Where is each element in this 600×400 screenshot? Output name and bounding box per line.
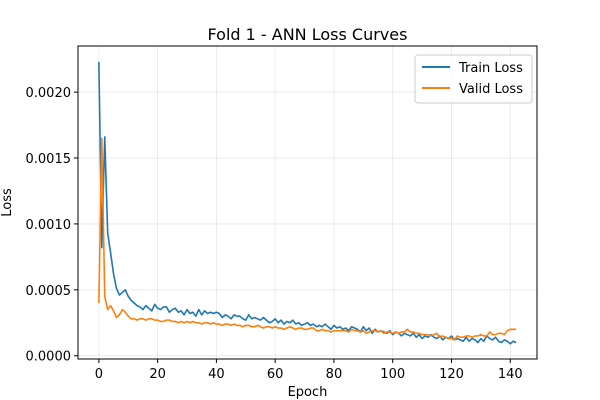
series-layer (98, 61, 517, 345)
y-tick-label: 0.0000 (26, 350, 72, 365)
series-line-valid-loss (98, 137, 517, 341)
y-tick-label: 0.0015 (26, 152, 72, 167)
axes-frame (77, 45, 538, 360)
x-axis: 0 20 40 60 80 100 120 140 (95, 359, 523, 382)
y-axis-label: Loss (0, 188, 15, 217)
x-tick-label: 140 (498, 367, 523, 382)
legend: Train Loss Valid Loss (414, 54, 533, 104)
x-axis-label: Epoch (288, 385, 328, 400)
y-tick-label: 0.0020 (26, 86, 72, 101)
x-tick-label: 100 (380, 367, 405, 382)
x-tick-label: 120 (439, 367, 464, 382)
legend-label-valid-loss: Valid Loss (459, 82, 523, 97)
x-tick-label: 80 (326, 367, 343, 382)
y-axis: 0.0000 0.0005 0.0010 0.0015 0.0020 (26, 86, 78, 365)
x-tick-label: 20 (149, 367, 166, 382)
y-tick-label: 0.0010 (26, 218, 72, 233)
x-tick-label: 60 (267, 367, 284, 382)
x-tick-label: 0 (95, 367, 103, 382)
y-tick-label: 0.0005 (26, 284, 72, 299)
legend-label-train-loss: Train Loss (458, 61, 523, 76)
chart-title: Fold 1 - ANN Loss Curves (208, 25, 408, 44)
x-tick-label: 40 (208, 367, 225, 382)
